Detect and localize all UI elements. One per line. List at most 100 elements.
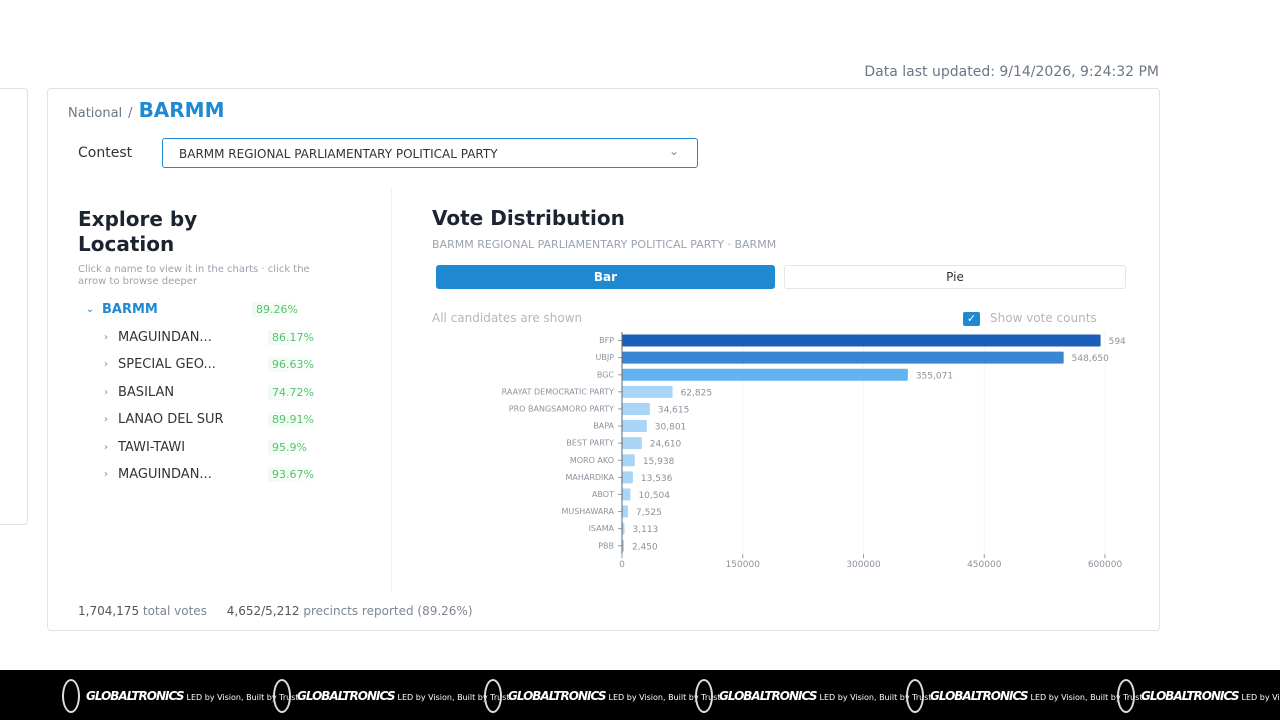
location-row[interactable]: › BASILAN 74.72% [78, 379, 378, 407]
logo [906, 678, 924, 713]
location-pct: 74.72% [268, 384, 318, 400]
location-name[interactable]: SPECIAL GEO... [118, 357, 216, 373]
expand-arrow[interactable]: ⌄ [85, 304, 95, 316]
sidebar [0, 88, 28, 525]
tab-bar[interactable]: Bar [436, 265, 775, 289]
logo [62, 678, 80, 713]
y-tick-label: BFP [599, 336, 614, 345]
y-tick-label: ABOT [592, 490, 614, 499]
value-label: 548,650 [1072, 354, 1109, 364]
y-tick-label: PRO BANGSAMORO PARTY [509, 404, 614, 413]
y-tick-label: ISAMA [589, 524, 615, 533]
value-label: 3,113 [633, 525, 659, 535]
value-label: 30,801 [655, 423, 687, 433]
bar [622, 402, 650, 415]
value-label: 355,071 [916, 371, 953, 381]
location-name[interactable]: MAGUINDAN... [118, 329, 212, 345]
section-subtitle: BARMM REGIONAL PARLIAMENTARY POLITICAL P… [432, 238, 777, 251]
location-name[interactable]: LANAO DEL SUR [118, 412, 224, 428]
brand: GLOBALTRONICS [930, 689, 1029, 703]
location-name[interactable]: BASILAN [118, 384, 175, 400]
bar [622, 454, 635, 467]
value-label: 2,450 [632, 542, 658, 552]
y-tick-label: MORO AKO [570, 456, 614, 465]
bar [622, 351, 1064, 364]
precincts: 4,652/5,212 [226, 604, 300, 618]
bar [622, 488, 631, 501]
section-title: Vote Distribution [432, 206, 625, 230]
location-name[interactable]: MAGUINDAN... [118, 467, 212, 483]
card [47, 88, 1160, 631]
last-updated: Data last updated: 9/14/2026, 9:24:32 PM [864, 64, 1159, 80]
total-label: total votes [142, 604, 207, 618]
expand-arrow[interactable]: › [104, 469, 108, 481]
brand: GLOBALTRONICS [297, 689, 396, 703]
value-label: 34,615 [658, 405, 690, 415]
tagline: LED by Vision, Built by Trust [1030, 693, 1143, 702]
y-tick-label: MAHARDIKA [565, 473, 614, 482]
bar [622, 368, 908, 381]
breadcrumb: National / BARMM [68, 98, 225, 122]
y-tick-label: PBB [598, 541, 614, 550]
explore-hint: Click a name to view it in the charts · … [78, 264, 310, 287]
expand-arrow[interactable]: › [104, 359, 108, 371]
value-label: 13,536 [641, 474, 673, 484]
value-label: 62,825 [681, 388, 713, 398]
bar [622, 471, 633, 484]
tagline: LED by Vision, Built by Trust [819, 693, 932, 702]
crumb-root[interactable]: National [68, 106, 123, 121]
expand-arrow[interactable]: › [104, 441, 108, 453]
expand-arrow[interactable]: › [104, 331, 108, 343]
checkbox[interactable]: ✓ [963, 312, 980, 326]
x-tick-label: 0 [619, 560, 625, 570]
logo [1117, 678, 1135, 713]
crumb-current: BARMM [138, 98, 225, 122]
vote-count-toggle[interactable]: ✓ Show vote counts [963, 311, 1097, 326]
y-tick-label: MUSHAWARA [561, 507, 614, 516]
location-list: ⌄ BARMM 89.26% › MAGUINDAN... 86.17% › SPECIAL … [78, 296, 378, 489]
tagline: LED by Vision, Built by Trust [608, 693, 721, 702]
bar [622, 334, 1101, 347]
expand-arrow[interactable]: › [104, 414, 108, 426]
location-row[interactable]: › MAGUINDAN... 93.67% [78, 461, 378, 489]
value-label: 7,525 [636, 508, 662, 518]
location-pct: 89.91% [268, 412, 318, 428]
bar [622, 420, 647, 433]
x-tick-label: 300000 [846, 560, 881, 570]
x-tick-label: 450000 [967, 560, 1002, 570]
y-tick-label: UBJP [595, 353, 614, 362]
bar [622, 522, 625, 535]
location-name[interactable]: TAWI-TAWI [118, 439, 186, 455]
tagline: LED by Vision, Built by Trust [1241, 693, 1280, 702]
location-row[interactable]: › TAWI-TAWI 95.9% [78, 434, 378, 462]
chart: 0 150000 300000 450000 600000 BFP 594 UBJP 548,6… [502, 332, 1126, 570]
y-tick-label: BAPA [593, 422, 614, 431]
logo [484, 678, 502, 713]
logo [273, 678, 291, 713]
expand-arrow[interactable]: › [104, 386, 108, 398]
location-row[interactable]: › MAGUINDAN... 86.17% [78, 324, 378, 352]
location-row[interactable]: › SPECIAL GEO... 96.63% [78, 351, 378, 379]
footer: 1,704,175 total votes 4,652/5,212 precin… [78, 604, 489, 618]
value-label: 10,504 [638, 491, 670, 501]
x-tick-label: 150000 [726, 560, 761, 570]
location-row[interactable]: ⌄ BARMM 89.26% [78, 296, 378, 324]
ticker: GLOBALTRONICS LED by Vision, Built by Tru… [0, 670, 1280, 720]
location-name[interactable]: BARMM [102, 302, 158, 318]
x-tick-label: 600000 [1088, 560, 1123, 570]
tab-pie[interactable]: Pie [784, 265, 1126, 289]
location-pct: 93.67% [268, 467, 318, 483]
total-votes: 1,704,175 [78, 604, 140, 618]
bar [622, 385, 673, 398]
brand: GLOBALTRONICS [86, 689, 185, 703]
location-row[interactable]: › LANAO DEL SUR 89.91% [78, 406, 378, 434]
note: All candidates are shown [432, 311, 583, 325]
value-label: 594 [1109, 337, 1126, 347]
contest-select[interactable]: BARMM REGIONAL PARLIAMENTARY POLITICAL P… [162, 136, 698, 168]
